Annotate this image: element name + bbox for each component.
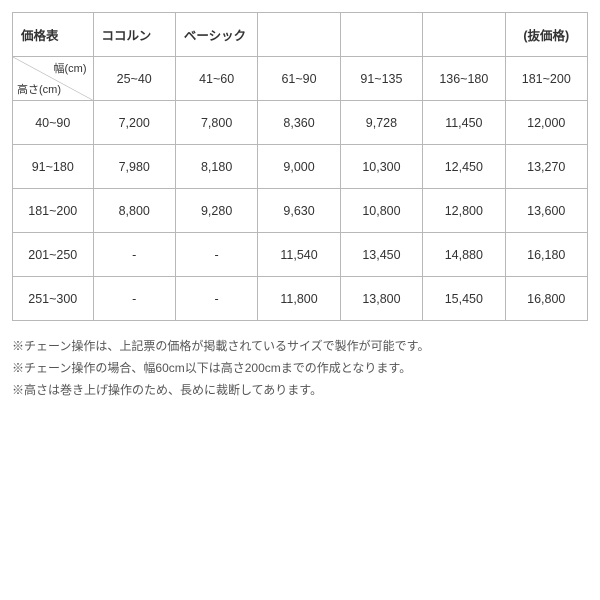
price-cell: 15,450 xyxy=(423,277,505,321)
price-cell: 16,800 xyxy=(505,277,587,321)
price-cell: 7,980 xyxy=(93,145,175,189)
table-row: 251~300 - - 11,800 13,800 15,450 16,800 xyxy=(13,277,588,321)
price-cell: 8,360 xyxy=(258,101,340,145)
table-row: 201~250 - - 11,540 13,450 14,880 16,180 xyxy=(13,233,588,277)
price-cell: 7,200 xyxy=(93,101,175,145)
table-price-note: (抜価格) xyxy=(505,13,587,57)
width-range: 61~90 xyxy=(258,57,340,101)
price-table: 価格表 ココルン ベーシック (抜価格) 幅(cm) 高さ(cm) 25~40 … xyxy=(12,12,588,321)
table-header-blank xyxy=(340,13,422,57)
height-range: 91~180 xyxy=(13,145,94,189)
price-cell: 13,450 xyxy=(340,233,422,277)
height-range: 181~200 xyxy=(13,189,94,233)
price-cell: 10,800 xyxy=(340,189,422,233)
width-range: 25~40 xyxy=(93,57,175,101)
axis-width-label: 幅(cm) xyxy=(54,60,87,76)
width-range: 41~60 xyxy=(175,57,257,101)
price-cell: - xyxy=(93,277,175,321)
price-cell: 9,728 xyxy=(340,101,422,145)
price-cell: 11,450 xyxy=(423,101,505,145)
width-range: 181~200 xyxy=(505,57,587,101)
table-row: 40~90 7,200 7,800 8,360 9,728 11,450 12,… xyxy=(13,101,588,145)
price-cell: 14,880 xyxy=(423,233,505,277)
height-range: 251~300 xyxy=(13,277,94,321)
price-cell: 8,800 xyxy=(93,189,175,233)
price-cell: - xyxy=(175,277,257,321)
table-row: 181~200 8,800 9,280 9,630 10,800 12,800 … xyxy=(13,189,588,233)
price-cell: 13,270 xyxy=(505,145,587,189)
width-range: 91~135 xyxy=(340,57,422,101)
width-range: 136~180 xyxy=(423,57,505,101)
price-cell: 12,450 xyxy=(423,145,505,189)
price-cell: 13,600 xyxy=(505,189,587,233)
price-cell: 12,800 xyxy=(423,189,505,233)
table-header-blank xyxy=(258,13,340,57)
axis-height-label: 高さ(cm) xyxy=(17,81,61,97)
price-cell: 11,800 xyxy=(258,277,340,321)
price-cell: - xyxy=(93,233,175,277)
note-line: ※チェーン操作の場合、幅60cm以下は高さ200cmまでの作成となります。 xyxy=(12,357,588,379)
table-header-row: 価格表 ココルン ベーシック (抜価格) xyxy=(13,13,588,57)
price-cell: 13,800 xyxy=(340,277,422,321)
table-row: 91~180 7,980 8,180 9,000 10,300 12,450 1… xyxy=(13,145,588,189)
table-subtitle-1: ココルン xyxy=(93,13,175,57)
note-line: ※チェーン操作は、上記票の価格が掲載されているサイズで製作が可能です。 xyxy=(12,335,588,357)
price-cell: 9,000 xyxy=(258,145,340,189)
price-cell: 8,180 xyxy=(175,145,257,189)
table-subtitle-2: ベーシック xyxy=(175,13,257,57)
price-cell: 11,540 xyxy=(258,233,340,277)
table-header-blank xyxy=(423,13,505,57)
note-line: ※高さは巻き上げ操作のため、長めに裁断してあります。 xyxy=(12,379,588,401)
table-title: 価格表 xyxy=(13,13,94,57)
height-range: 201~250 xyxy=(13,233,94,277)
price-cell: 9,630 xyxy=(258,189,340,233)
price-cell: - xyxy=(175,233,257,277)
price-cell: 16,180 xyxy=(505,233,587,277)
axis-diagonal-cell: 幅(cm) 高さ(cm) xyxy=(13,57,94,101)
price-cell: 9,280 xyxy=(175,189,257,233)
price-cell: 12,000 xyxy=(505,101,587,145)
height-range: 40~90 xyxy=(13,101,94,145)
notes-section: ※チェーン操作は、上記票の価格が掲載されているサイズで製作が可能です。 ※チェー… xyxy=(12,335,588,402)
table-width-row: 幅(cm) 高さ(cm) 25~40 41~60 61~90 91~135 13… xyxy=(13,57,588,101)
price-cell: 7,800 xyxy=(175,101,257,145)
price-cell: 10,300 xyxy=(340,145,422,189)
